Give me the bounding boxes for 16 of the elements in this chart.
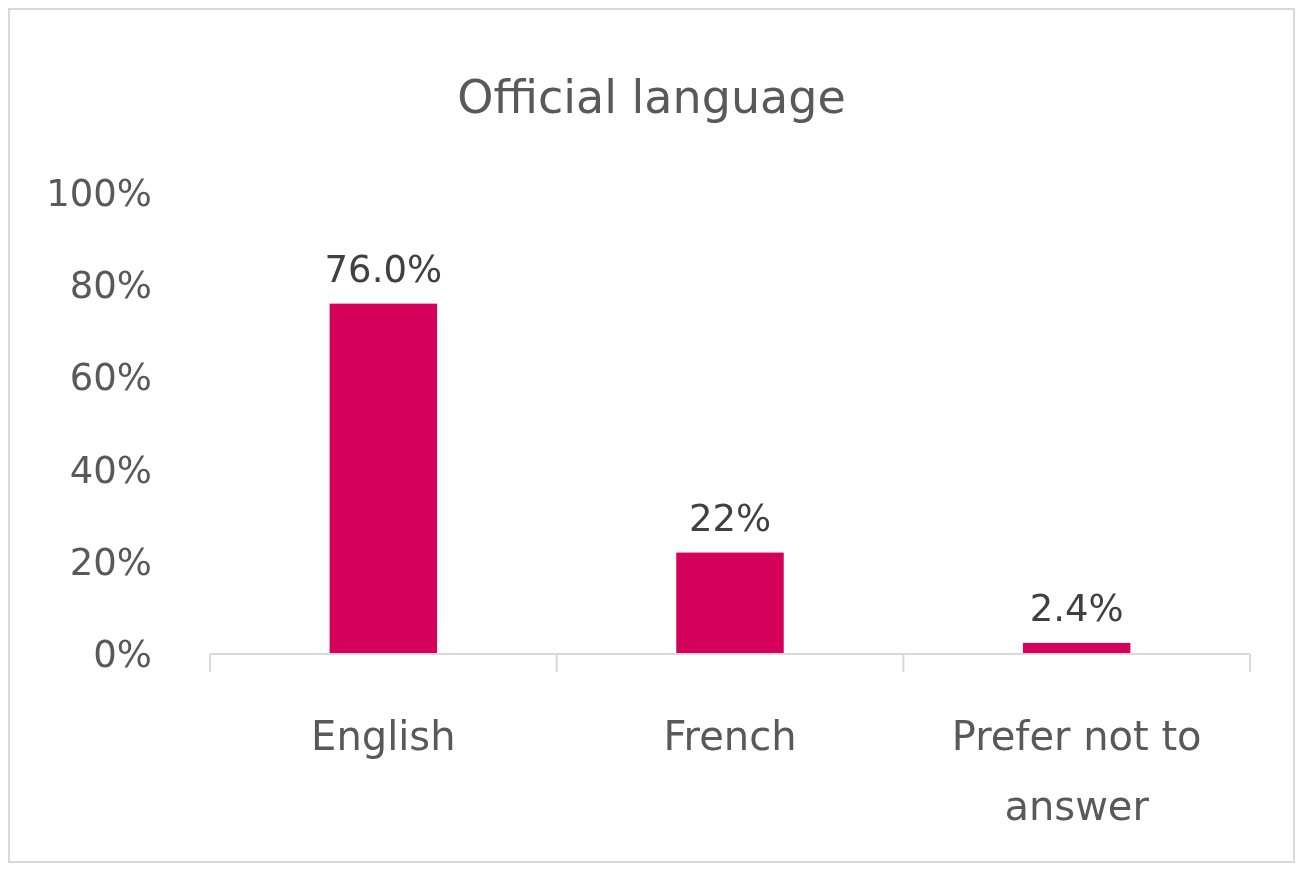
x-tick-label: English <box>311 713 456 759</box>
y-tick-label: 80% <box>69 264 152 308</box>
data-label: 76.0% <box>324 247 443 291</box>
bar <box>1022 642 1131 654</box>
x-tick-label: French <box>663 713 797 759</box>
bar <box>676 552 784 654</box>
x-tick-label: Prefer not to answer <box>951 713 1202 829</box>
y-tick-label: 0% <box>93 632 152 676</box>
y-tick-label: 20% <box>69 540 152 584</box>
data-label: 22% <box>688 496 772 540</box>
chart-title: Official language <box>457 70 846 124</box>
bar <box>329 303 438 654</box>
y-tick-label: 40% <box>69 448 152 492</box>
y-tick-label: 60% <box>69 356 152 400</box>
y-tick-label: 100% <box>46 171 152 215</box>
data-label: 2.4% <box>1029 586 1124 630</box>
